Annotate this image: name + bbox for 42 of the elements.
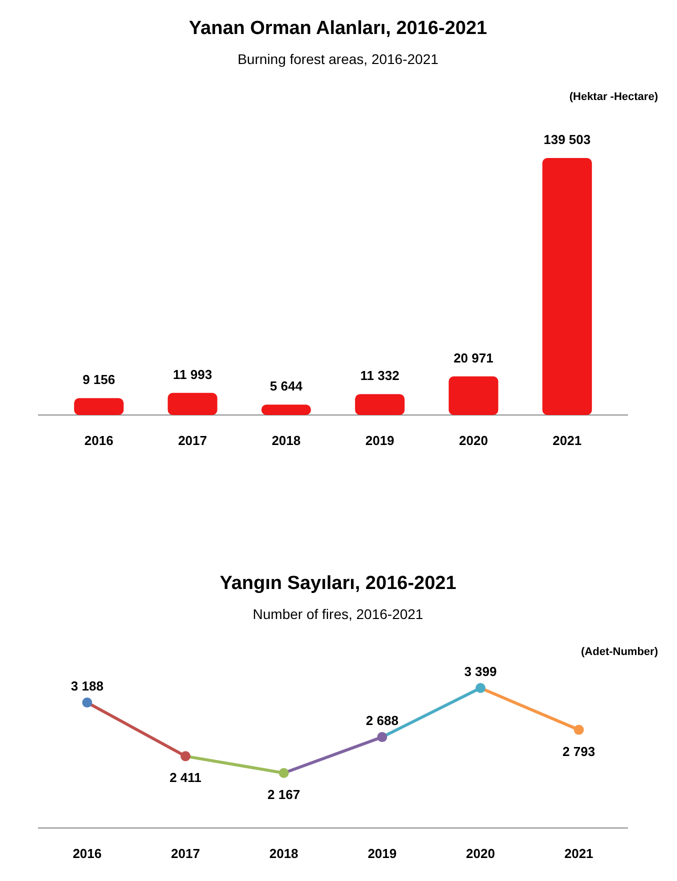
bar — [355, 394, 405, 415]
bar — [261, 404, 311, 415]
x-tick-label: 2016 — [72, 846, 102, 861]
text: (Adet-Number) — [581, 646, 658, 658]
bar — [168, 392, 218, 415]
point — [377, 732, 388, 742]
x-tick-label: 2021 — [564, 846, 594, 861]
x-tick-label: 2020 — [459, 433, 488, 448]
x-tick-label: 2017 — [171, 846, 200, 861]
data-label: 3 399 — [464, 664, 497, 679]
x-tick-label: 2019 — [365, 433, 394, 448]
data-label: 3 188 — [70, 678, 104, 694]
x-tick-label: 2017 — [178, 433, 207, 448]
bar — [448, 376, 498, 415]
bar — [74, 398, 124, 415]
data-label: 5 644 — [270, 378, 304, 394]
data-label: 20 971 — [454, 350, 494, 366]
point — [476, 683, 486, 693]
chart-title: Yanan Orman Alanları, 2016-2021 — [188, 18, 488, 39]
x-tick-label: 2018 — [272, 433, 301, 448]
chart-title: Yangın Sayıları, 2016-2021 — [220, 573, 457, 594]
data-label: 2 167 — [268, 787, 300, 802]
x-tick-label: 2016 — [84, 433, 114, 448]
bar — [542, 158, 592, 415]
point — [278, 768, 289, 778]
text: (Hektar -Hectare) — [569, 91, 658, 103]
x-tick-label: 2020 — [466, 846, 495, 861]
data-label: 2 411 — [170, 770, 202, 786]
x-tick-label: 2019 — [368, 846, 397, 861]
chart-subtitle: Number of fires, 2016-2021 — [252, 606, 424, 622]
data-label: 9 156 — [82, 372, 116, 388]
x-tick-label: 2021 — [552, 433, 582, 448]
data-label: 139 503 — [544, 132, 591, 147]
data-label: 2 793 — [562, 744, 596, 759]
data-label: 2 688 — [366, 713, 398, 728]
data-label: 11 993 — [173, 366, 212, 382]
x-tick-label: 2018 — [269, 846, 298, 861]
point — [82, 698, 92, 708]
point — [574, 724, 584, 735]
point — [180, 751, 190, 762]
chart-subtitle: Burning forest areas, 2016-2021 — [238, 51, 439, 67]
data-label: 11 332 — [360, 368, 400, 384]
